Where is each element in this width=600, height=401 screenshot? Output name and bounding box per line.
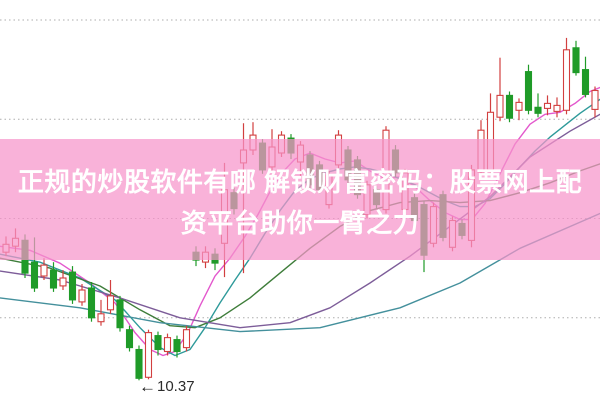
promo-banner: 正规的炒股软件有哪 解锁财富密码：股票网上配 资平台助你一臂之力 [0, 139, 600, 260]
candle-up [106, 295, 115, 311]
candle-down [505, 94, 514, 119]
promo-banner-text: 正规的炒股软件有哪 解锁财富密码：股票网上配 资平台助你一臂之力 [0, 162, 600, 244]
candle-down [581, 69, 590, 95]
candle-up [182, 329, 191, 349]
candle-up [515, 101, 523, 111]
candle-up [562, 49, 571, 111]
candle-down [524, 71, 533, 111]
candle-down [49, 269, 58, 289]
candle-down [116, 299, 124, 329]
candle-up [59, 277, 67, 287]
low-price-annotation: ← 10.37 [139, 377, 195, 395]
candle-down [534, 106, 542, 114]
candle-up [543, 102, 552, 109]
candle-up [496, 94, 504, 118]
candle-down [30, 261, 39, 289]
candle-up [163, 337, 172, 353]
candle-down [68, 271, 77, 301]
candle-down [572, 47, 580, 74]
candle-up [40, 264, 48, 277]
candle-down [173, 339, 181, 353]
candle-up [591, 89, 599, 110]
candle-down [135, 348, 143, 379]
candle-up [553, 104, 561, 112]
left-arrow-icon: ← [139, 376, 156, 396]
candle-down [125, 329, 134, 349]
candle-down [154, 335, 162, 351]
low-price-label: 10.37 [157, 377, 195, 395]
candle-down [87, 287, 96, 319]
candle-up [97, 313, 105, 323]
promo-banner-line2: 资平台助你一臂之力 [180, 208, 420, 238]
candle-up [144, 332, 153, 378]
candle-up [78, 289, 86, 303]
promo-banner-line1: 正规的炒股软件有哪 解锁财富密码：股票网上配 [17, 167, 583, 197]
